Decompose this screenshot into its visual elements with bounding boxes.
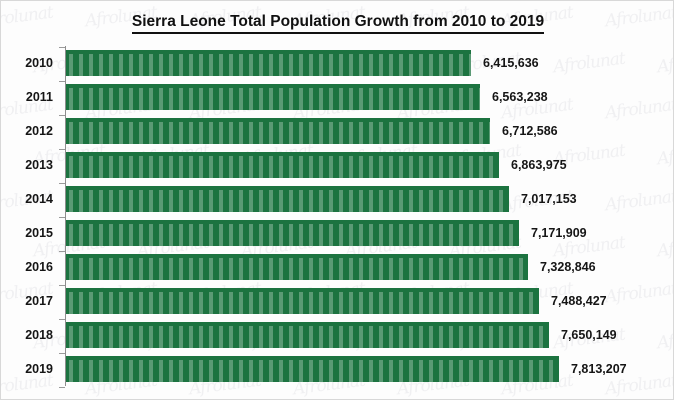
value-label-2014: 7,017,153 [521, 192, 577, 206]
bar-row: 2016 7,328,846 [1, 250, 673, 284]
chart-title: Sierra Leone Total Population Growth fro… [1, 13, 673, 34]
bar-2012[interactable] [66, 118, 490, 144]
category-label-2011: 2011 [25, 90, 53, 104]
bar-cap [66, 50, 471, 54]
category-label-2012: 2012 [25, 124, 53, 138]
bar-row: 2019 7,813,207 [1, 352, 673, 386]
value-label-2017: 7,488,427 [551, 294, 607, 308]
category-label-2016: 2016 [25, 260, 53, 274]
bar-row: 2011 6,563,238 [1, 80, 673, 114]
bar-2015[interactable] [66, 220, 519, 246]
category-label-2013: 2013 [25, 158, 53, 172]
axis-tick [59, 217, 65, 218]
axis-tick [59, 353, 65, 354]
axis-tick [59, 149, 65, 150]
axis-tick [59, 81, 65, 82]
bar-2018[interactable] [66, 322, 549, 348]
axis-tick [59, 115, 65, 116]
value-label-2013: 6,863,975 [511, 158, 567, 172]
value-label-2018: 7,650,149 [561, 328, 617, 342]
axis-tick [59, 319, 65, 320]
bar-2013[interactable] [66, 152, 499, 178]
bar-2014[interactable] [66, 186, 509, 212]
category-label-2017: 2017 [25, 294, 53, 308]
chart-title-text: Sierra Leone Total Population Growth fro… [131, 13, 545, 34]
axis-tick [59, 47, 65, 48]
bar-cap [66, 356, 559, 360]
axis-tick [59, 183, 65, 184]
value-label-2016: 7,328,846 [540, 260, 596, 274]
plot-area: 2010 6,415,636 2011 6,563,238 2012 6,712,586 2… [1, 46, 673, 388]
bar-row: 2017 7,488,427 [1, 284, 673, 318]
value-label-2011: 6,563,238 [492, 90, 548, 104]
category-label-2015: 2015 [25, 226, 53, 240]
bar-2016[interactable] [66, 254, 528, 280]
category-label-2019: 2019 [25, 362, 53, 376]
bar-2019[interactable] [66, 356, 559, 382]
bar-cap [66, 220, 519, 224]
bar-row: 2012 6,712,586 [1, 114, 673, 148]
bar-2010[interactable] [66, 50, 471, 76]
bar-cap [66, 254, 528, 258]
bar-2011[interactable] [66, 84, 480, 110]
bar-row: 2013 6,863,975 [1, 148, 673, 182]
axis-tick [59, 285, 65, 286]
bar-row: 2010 6,415,636 [1, 46, 673, 80]
bar-cap [66, 186, 509, 190]
bar-cap [66, 118, 490, 122]
bar-cap [66, 152, 499, 156]
axis-tick [59, 387, 65, 388]
bar-cap [66, 84, 480, 88]
bar-cap [66, 288, 539, 292]
value-label-2015: 7,171,909 [531, 226, 587, 240]
value-label-2019: 7,813,207 [571, 362, 627, 376]
y-axis-line [65, 46, 66, 386]
category-label-2014: 2014 [25, 192, 53, 206]
category-label-2010: 2010 [25, 56, 53, 70]
bar-row: 2014 7,017,153 [1, 182, 673, 216]
bar-row: 2015 7,171,909 [1, 216, 673, 250]
bar-cap [66, 322, 549, 326]
axis-tick [59, 251, 65, 252]
value-label-2010: 6,415,636 [483, 56, 539, 70]
bar-2017[interactable] [66, 288, 539, 314]
bar-row: 2018 7,650,149 [1, 318, 673, 352]
value-label-2012: 6,712,586 [502, 124, 558, 138]
category-label-2018: 2018 [25, 328, 53, 342]
